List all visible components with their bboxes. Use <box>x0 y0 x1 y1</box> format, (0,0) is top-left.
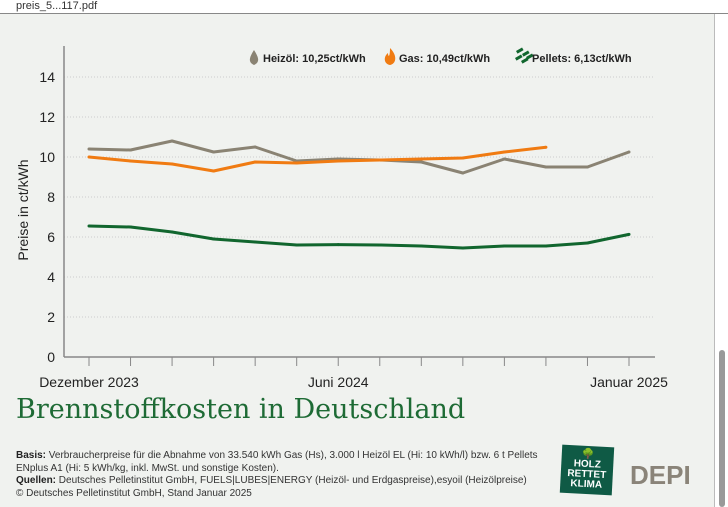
data-point <box>129 148 133 152</box>
x-tick-label: Dezember 2023 <box>39 374 139 390</box>
data-point <box>336 159 340 163</box>
quellen-text: Deutsches Pelletinstitut GmbH, FUELS|LUB… <box>58 475 527 486</box>
data-point <box>253 160 257 164</box>
data-point <box>544 165 548 169</box>
series-line <box>88 145 547 173</box>
data-point <box>87 224 91 228</box>
pellets-icon <box>516 47 524 54</box>
scrollbar-thumb[interactable] <box>719 350 725 507</box>
data-point <box>253 145 257 149</box>
data-point <box>502 244 506 248</box>
data-point <box>170 139 174 143</box>
y-tick-label: 2 <box>47 309 55 325</box>
pellets-icon <box>515 54 523 61</box>
pellets-icon <box>521 57 529 64</box>
y-tick-label: 14 <box>39 69 55 85</box>
data-point <box>502 157 506 161</box>
oil-drop-icon <box>249 50 259 65</box>
data-point <box>336 243 340 247</box>
y-tick-label: 8 <box>47 189 55 205</box>
pdf-page <box>0 14 714 507</box>
price-chart: 0 2 4 6 8 10 12 14 Dezember 2023 Juni 2024 Januar … <box>15 46 668 390</box>
data-point <box>419 160 423 164</box>
data-point <box>212 169 216 173</box>
data-point <box>129 159 133 163</box>
flame-icon <box>384 48 396 65</box>
data-point <box>212 150 216 154</box>
data-point <box>461 246 465 250</box>
legend-label: Gas: 10,49ct/kWh <box>399 53 490 65</box>
y-tick-label: 4 <box>47 269 55 285</box>
data-point <box>627 232 631 236</box>
data-point <box>129 225 133 229</box>
data-point <box>419 157 423 161</box>
series-line <box>88 224 630 250</box>
data-point <box>295 243 299 247</box>
copyright: © Deutsches Pelletinstitut GmbH, Stand J… <box>16 487 252 499</box>
pellets-icon <box>522 50 530 57</box>
data-point <box>544 145 548 149</box>
data-point <box>461 171 465 175</box>
basis-label: Basis: <box>16 450 47 461</box>
data-point <box>627 150 631 154</box>
holz-rettet-klima-logo: 🌳 HOLZ RETTET KLIMA <box>559 444 615 496</box>
page-title: Brennstoffkosten in Deutschland <box>16 394 466 425</box>
x-tick-label: Januar 2025 <box>590 374 668 390</box>
legend-label: Heizöl: 10,25ct/kWh <box>263 53 366 65</box>
data-point <box>170 230 174 234</box>
footnotes: Basis: Verbraucherpreise für die Abnahme… <box>16 450 556 500</box>
data-point <box>295 161 299 165</box>
data-point <box>212 237 216 241</box>
data-point <box>170 162 174 166</box>
data-point <box>502 150 506 154</box>
data-point <box>378 158 382 162</box>
data-point <box>87 147 91 151</box>
legend-label: Pellets: 6,13ct/kWh <box>532 53 632 65</box>
data-point <box>585 165 589 169</box>
y-tick-label: 10 <box>39 149 55 165</box>
y-axis-label: Preise in ct/kWh <box>15 159 31 260</box>
data-point <box>87 155 91 159</box>
data-point <box>378 243 382 247</box>
pellets-icon <box>526 53 534 60</box>
data-point <box>544 244 548 248</box>
y-tick-label: 6 <box>47 229 55 245</box>
depi-logo: DEPI <box>630 460 691 490</box>
data-point <box>253 240 257 244</box>
basis-text: Verbraucherpreise für die Abnahme von 33… <box>16 450 538 474</box>
file-name: preis_5...117.pdf <box>16 0 98 12</box>
quellen-label: Quellen: <box>16 475 57 486</box>
y-tick-label: 12 <box>39 109 55 125</box>
viewer-toolbar: preis_5...117.pdf <box>0 0 728 14</box>
data-point <box>419 244 423 248</box>
data-point <box>461 156 465 160</box>
data-point <box>585 241 589 245</box>
y-tick-label: 0 <box>47 349 55 365</box>
x-tick-label: Juni 2024 <box>308 374 369 390</box>
